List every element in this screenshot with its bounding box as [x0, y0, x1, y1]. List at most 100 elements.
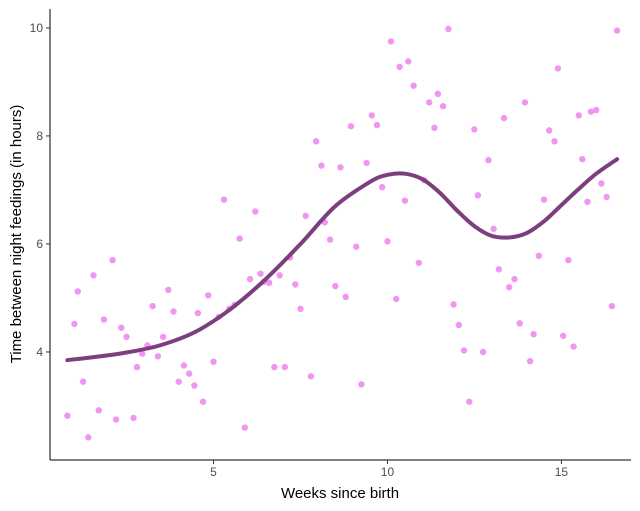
data-point	[276, 272, 283, 279]
data-point	[535, 252, 542, 259]
data-point	[332, 282, 339, 290]
data-point	[292, 281, 299, 288]
data-point	[326, 236, 334, 243]
data-point	[396, 63, 403, 70]
data-point	[252, 208, 259, 215]
data-point	[358, 381, 365, 388]
data-point	[297, 305, 304, 312]
y-ticks: 4 6 8 10	[30, 21, 50, 359]
data-point	[302, 212, 309, 220]
data-point	[511, 275, 518, 283]
data-point	[540, 196, 548, 203]
x-tick-label: 10	[381, 465, 395, 479]
data-point	[490, 225, 497, 232]
data-point	[565, 257, 572, 264]
y-tick-label: 4	[36, 345, 43, 359]
data-point	[109, 257, 116, 264]
data-point	[575, 112, 582, 119]
data-point	[112, 416, 120, 423]
data-point	[373, 121, 381, 129]
data-point	[79, 378, 87, 385]
data-point	[485, 157, 492, 164]
data-point	[175, 378, 182, 385]
data-point	[405, 58, 412, 65]
data-point	[445, 25, 452, 33]
data-point	[266, 279, 273, 286]
data-point	[64, 412, 71, 419]
axes	[49, 9, 631, 461]
data-point	[460, 347, 468, 354]
data-point	[415, 259, 422, 267]
data-point	[526, 358, 534, 365]
x-tick-label: 5	[210, 465, 217, 479]
data-point	[194, 309, 202, 317]
data-point	[246, 275, 254, 283]
data-point	[337, 164, 344, 171]
data-point	[307, 373, 315, 380]
scatter-points	[64, 25, 621, 441]
data-point	[570, 343, 577, 350]
x-axis-title: Weeks since birth	[281, 485, 399, 502]
data-point	[236, 235, 243, 242]
data-point	[471, 126, 478, 133]
data-point	[281, 363, 288, 371]
data-point	[342, 293, 349, 301]
data-point	[71, 320, 78, 328]
data-point	[210, 358, 217, 365]
data-point	[180, 362, 188, 369]
data-point	[318, 162, 325, 169]
data-point	[384, 238, 391, 245]
data-point	[205, 292, 212, 299]
y-tick-label: 10	[30, 21, 44, 35]
data-point	[426, 99, 433, 106]
data-point	[393, 295, 400, 303]
data-point	[130, 414, 137, 422]
data-point	[159, 333, 167, 341]
data-point	[363, 159, 370, 167]
y-axis-title: Time between night feedings (in hours)	[8, 105, 25, 364]
data-point	[431, 124, 438, 131]
data-point	[74, 288, 82, 295]
data-point	[608, 302, 616, 310]
data-point	[347, 123, 355, 130]
data-point	[401, 197, 409, 204]
data-point	[149, 302, 156, 310]
data-point	[598, 180, 605, 187]
data-point	[139, 350, 146, 357]
data-point	[85, 434, 92, 441]
data-point	[199, 398, 207, 405]
data-point	[95, 407, 102, 414]
data-point	[554, 65, 562, 72]
data-point	[100, 316, 108, 323]
data-point	[516, 320, 523, 327]
data-point	[506, 284, 513, 291]
data-point	[593, 106, 600, 114]
data-point	[603, 193, 610, 201]
data-point	[466, 398, 473, 405]
x-ticks: 5 10 15	[210, 460, 568, 479]
data-point	[165, 286, 172, 294]
data-point	[186, 370, 193, 377]
data-point	[546, 127, 553, 134]
trend-line	[65, 157, 620, 363]
data-point	[312, 138, 320, 145]
data-point	[500, 114, 508, 122]
data-point	[271, 363, 278, 371]
y-tick-label: 8	[36, 129, 43, 143]
data-point	[410, 82, 417, 89]
data-point	[118, 324, 125, 331]
data-point	[133, 363, 141, 371]
data-point	[474, 192, 482, 199]
data-point	[379, 184, 386, 191]
data-point	[613, 27, 621, 34]
data-point	[170, 308, 177, 315]
data-point	[560, 332, 567, 339]
data-point	[90, 272, 97, 279]
data-point	[530, 331, 537, 338]
data-point	[368, 112, 375, 119]
y-tick-label: 6	[36, 237, 43, 251]
data-point	[353, 243, 360, 250]
data-point	[387, 38, 395, 45]
